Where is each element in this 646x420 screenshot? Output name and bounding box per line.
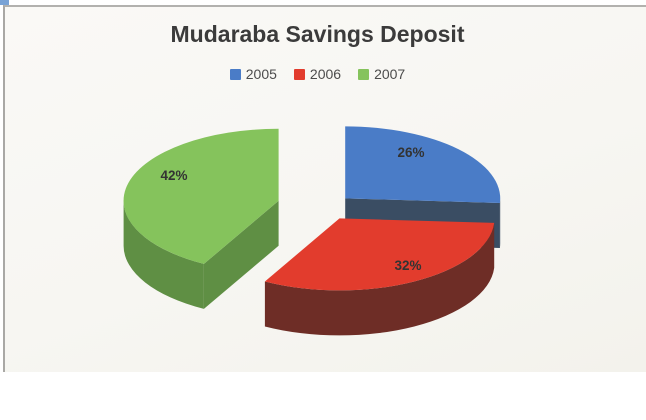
legend-swatch-2005 — [229, 68, 241, 80]
scanned-chart-area: Mudaraba Savings Deposit 2005 2006 2007 … — [3, 5, 646, 372]
legend-item-2006: 2006 — [293, 66, 342, 82]
chart-legend: 2005 2006 2007 — [0, 66, 638, 82]
chart-title: Mudaraba Savings Deposit — [170, 21, 465, 47]
legend-item-2007: 2007 — [358, 66, 405, 82]
legend-item-2005: 2005 — [229, 66, 277, 82]
legend-label-2006: 2006 — [309, 66, 342, 82]
pie-slice-2007 — [123, 128, 279, 264]
slice-label-2005: 26% — [397, 145, 424, 160]
pie-slice-side-2007 — [123, 200, 204, 309]
slice-label-2007: 42% — [160, 168, 187, 183]
legend-swatch-2007 — [358, 68, 370, 80]
slice-label-2006: 32% — [394, 258, 421, 273]
pie-slice-side-2007 — [203, 200, 279, 309]
legend-swatch-2006 — [293, 68, 305, 80]
legend-label-2005: 2005 — [245, 66, 277, 82]
pie-slice-2005 — [345, 126, 501, 203]
legend-label-2007: 2007 — [374, 66, 406, 82]
pie-slice-side-2006 — [264, 222, 495, 336]
scan-corner-artifact — [0, 0, 9, 5]
pie-slice-2006 — [264, 218, 495, 291]
